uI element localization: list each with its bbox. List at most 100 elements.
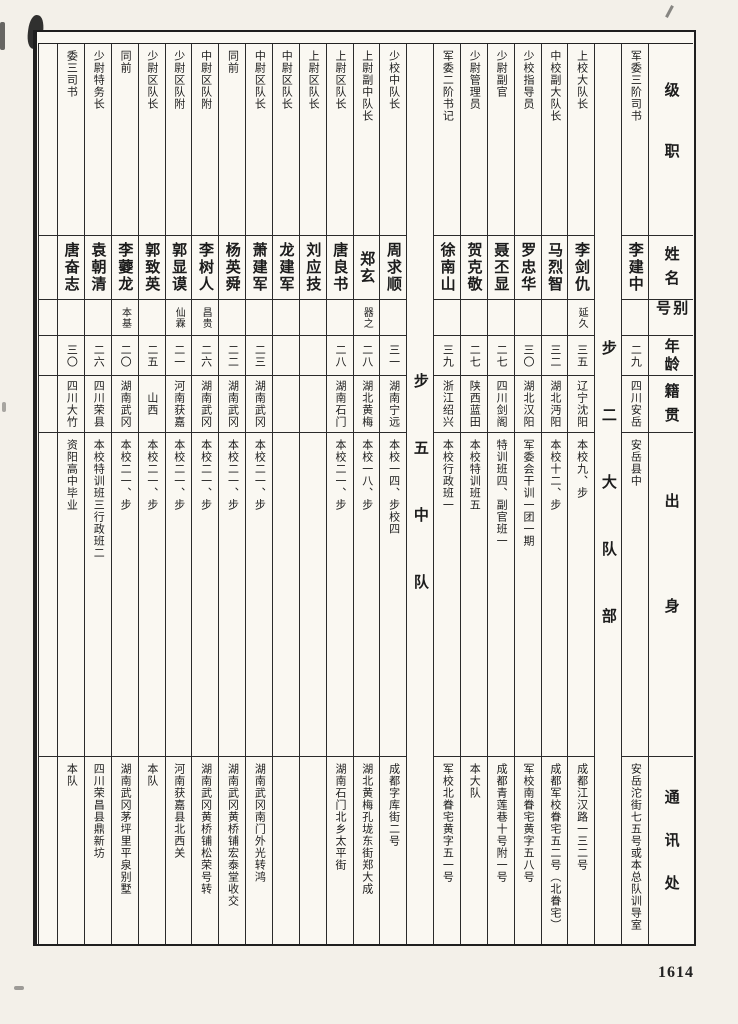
name-cell: 唐良书 xyxy=(326,236,353,300)
person-column: 少尉区队长 郭致英 二五 山西 本校二一、步 本队 xyxy=(137,44,165,944)
address-cell: 安岳沱街七五号或本总队训导室 xyxy=(629,763,642,931)
page-number: 1614 xyxy=(658,964,694,981)
background-cell: 本校一八、步 xyxy=(353,433,380,757)
alias-cell: 仙霖 xyxy=(165,300,192,336)
person-column: 中尉区队附 李树人 昌贵 二六 湖南武冈 本校二一、步 湖南武冈黄桥铺松荣号转 xyxy=(191,44,219,944)
person-column: 上尉区队长 刘应技 xyxy=(298,44,326,944)
alias-cell: 本基 xyxy=(111,300,138,336)
address-cell: 军校南眷宅黄字五八号 xyxy=(521,763,534,883)
alias-cell xyxy=(84,300,111,336)
name-cell: 李蘷龙 xyxy=(111,236,138,300)
background-cell: 本校十二、步 xyxy=(541,433,568,757)
background-cell: 本校二一、步 xyxy=(246,433,272,757)
rank-cell: 少尉管理员 xyxy=(460,44,487,236)
rank-cell: 上尉区队长 xyxy=(326,44,353,236)
name-cell: 马烈智 xyxy=(541,236,568,300)
name-cell: 郭致英 xyxy=(138,236,165,300)
rank-cell: 上校大队长 xyxy=(568,44,595,236)
section-header-cell: 步五中队 xyxy=(411,373,429,641)
age-cell: 二三 xyxy=(246,336,272,376)
native-place-cell: 湖南宁远 xyxy=(380,376,407,433)
age-cell: 二〇 xyxy=(111,336,138,376)
name-cell: 萧建军 xyxy=(246,236,272,300)
header-address: 通讯处 xyxy=(662,789,680,918)
alias-cell: 器之 xyxy=(353,300,380,336)
age-cell: 三九 xyxy=(434,336,460,376)
name-cell: 罗忠华 xyxy=(514,236,541,300)
alias-cell: 延久 xyxy=(568,300,595,336)
personnel-table: 级职 姓名 别号 年龄 籍贯 出身 通讯处 军委三阶司书 李建中 二九 四川安岳… xyxy=(38,43,693,944)
empty-column xyxy=(38,44,58,944)
age-cell: 三五 xyxy=(568,336,595,376)
native-place-cell: 湖北黄梅 xyxy=(353,376,380,433)
native-place-cell: 辽宁沈阳 xyxy=(568,376,595,433)
background-cell: 本校一四、步校四 xyxy=(380,433,407,757)
rank-cell: 少尉副官 xyxy=(487,44,514,236)
background-cell: 本校二一、步 xyxy=(111,433,138,757)
rank-cell: 少尉特务长 xyxy=(84,44,111,236)
native-place-cell: 湖南武冈 xyxy=(111,376,138,433)
person-column: 中校副大队长 马烈智 三二 湖北沔阳 本校十二、步 成都军校眷宅五二号（北眷宅） xyxy=(540,44,568,944)
section-header-cell: 步二大队部 xyxy=(599,339,617,675)
person-column: 中尉区队长 龙建军 xyxy=(271,44,299,944)
name-cell: 杨英舜 xyxy=(219,236,246,300)
rank-cell: 中校副大队长 xyxy=(541,44,568,236)
native-place-cell: 湖北沔阳 xyxy=(541,376,568,433)
rank-cell: 上尉副中队长 xyxy=(353,44,380,236)
alias-cell xyxy=(514,300,541,336)
address-cell: 本大队 xyxy=(468,763,481,799)
age-cell: 二八 xyxy=(326,336,353,376)
alias-cell xyxy=(460,300,487,336)
alias-cell xyxy=(541,300,568,336)
header-column: 级职 姓名 别号 年龄 籍贯 出身 通讯处 xyxy=(648,44,693,944)
header-alias: 别号 xyxy=(649,300,693,336)
native-place-cell: 湖南武冈 xyxy=(246,376,272,433)
rank-cell: 军委二阶书记 xyxy=(434,44,460,236)
alias-cell xyxy=(299,300,326,336)
header-rank: 级职 xyxy=(649,44,693,236)
alias-cell xyxy=(246,300,272,336)
age-cell: 三二 xyxy=(541,336,568,376)
person-column: 军委三阶司书 李建中 二九 四川安岳 安岳县中 安岳沱街七五号或本总队训导室 xyxy=(621,44,648,944)
address-cell: 湖北黄梅孔垅东街郑大成 xyxy=(360,763,373,895)
age-cell: 二七 xyxy=(487,336,514,376)
background-cell: 本校二一、步 xyxy=(326,433,353,757)
address-cell xyxy=(273,757,299,944)
background-cell: 本校九、步 xyxy=(568,433,595,757)
person-column: 中尉区队长 萧建军 二三 湖南武冈 本校二一、步 湖南武冈南门外光转鸿 xyxy=(245,44,272,944)
native-place-cell: 四川荣县 xyxy=(84,376,111,433)
address-cell: 河南获嘉县北西关 xyxy=(172,763,185,859)
name-cell: 龙建军 xyxy=(272,236,299,300)
native-place-cell: 四川剑阁 xyxy=(487,376,514,433)
background-cell: 特训班四、副官班一 xyxy=(487,433,514,757)
address-cell: 本队 xyxy=(65,763,78,787)
rank-cell: 同前 xyxy=(111,44,138,236)
native-place-cell: 河南获嘉 xyxy=(165,376,192,433)
person-column: 军委二阶书记 徐南山 三九 浙江绍兴 本校行政班一 军校北眷宅黄字五一号 xyxy=(433,44,460,944)
age-cell: 三一 xyxy=(380,336,407,376)
background-cell: 本校二一、步 xyxy=(138,433,165,757)
alias-cell xyxy=(219,300,246,336)
background-cell: 军委会干训一团一期 xyxy=(514,433,541,757)
background-cell: 资阳高中毕业 xyxy=(58,433,84,757)
age-cell: 二二 xyxy=(219,336,246,376)
background-cell: 本校特训班五 xyxy=(460,433,487,757)
age-cell xyxy=(299,336,326,376)
rank-cell: 同前 xyxy=(219,44,246,236)
address-cell: 成都字库街二号 xyxy=(387,763,400,847)
rank-cell: 中尉区队长 xyxy=(246,44,272,236)
name-cell: 郭显谟 xyxy=(165,236,192,300)
age-cell: 二七 xyxy=(460,336,487,376)
native-place-cell: 湖北汉阳 xyxy=(514,376,541,433)
scan-artifact xyxy=(0,22,5,50)
background-cell: 本校二一、步 xyxy=(219,433,246,757)
age-cell: 二九 xyxy=(622,336,648,376)
address-cell: 成都江汉路一三二号 xyxy=(575,763,588,871)
person-column: 同前 杨英舜 二二 湖南武冈 本校二一、步 湖南武冈黄桥铺宏泰堂收交 xyxy=(218,44,246,944)
person-column: 少尉副官 聂丕显 二七 四川剑阁 特训班四、副官班一 成都青莲巷十号附一号 xyxy=(486,44,514,944)
alias-cell xyxy=(58,300,84,336)
name-cell: 周求顺 xyxy=(380,236,407,300)
background-cell: 本校二一、步 xyxy=(165,433,192,757)
alias-cell xyxy=(326,300,353,336)
